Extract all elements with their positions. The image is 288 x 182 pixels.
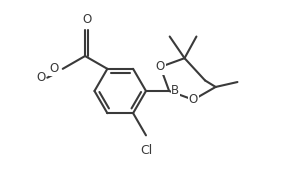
Text: Cl: Cl [140,144,152,157]
Text: O: O [82,13,91,27]
Text: O: O [36,71,45,84]
Text: O: O [50,62,59,75]
Text: O: O [156,60,165,74]
Text: O: O [189,93,198,106]
Text: B: B [171,84,179,98]
